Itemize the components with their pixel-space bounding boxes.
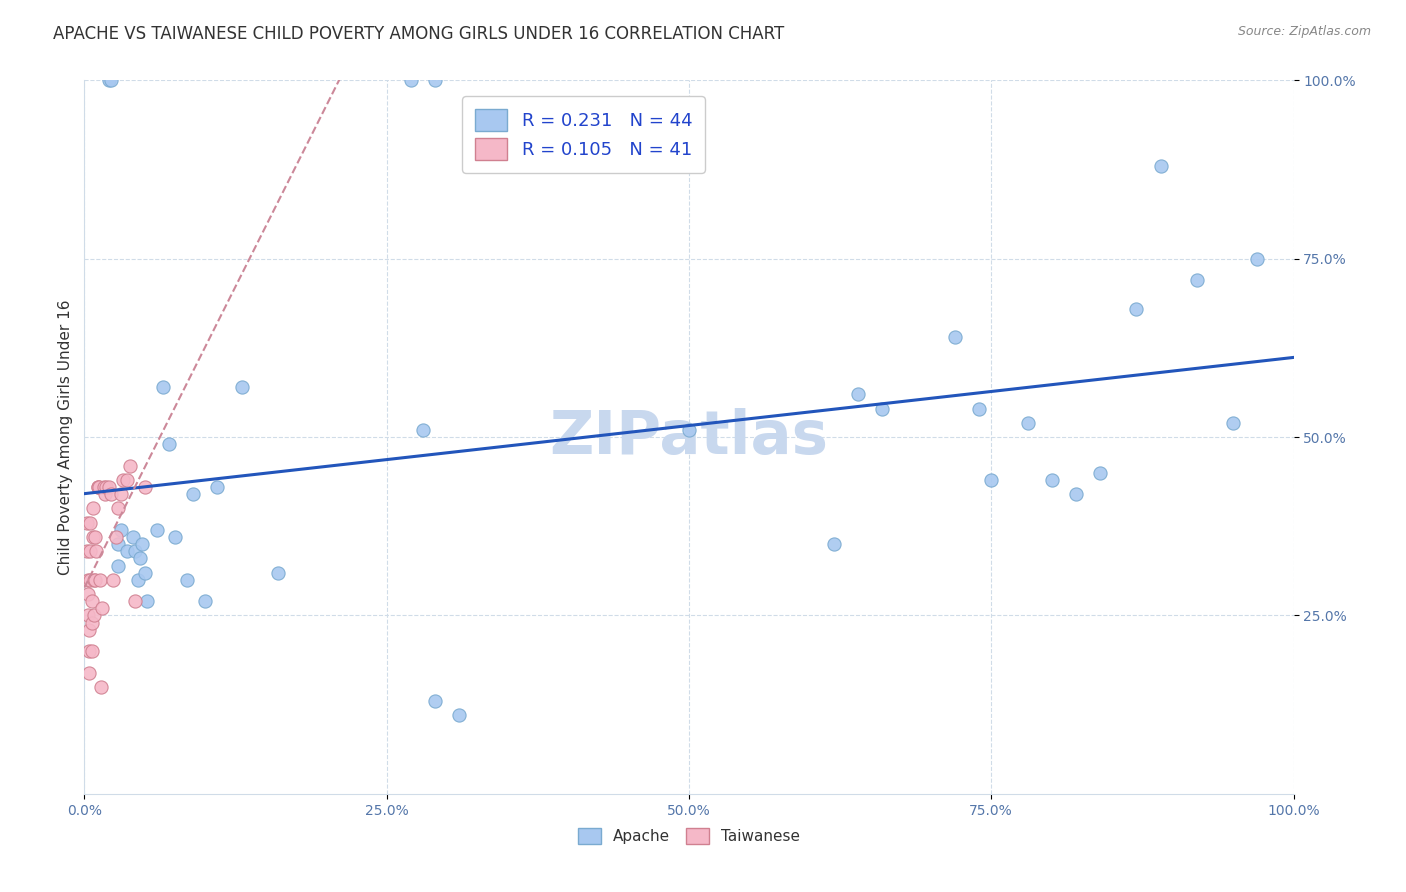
Point — [207, 480, 229, 494]
Point — [129, 551, 152, 566]
Point — [176, 573, 198, 587]
Point — [77, 644, 100, 658]
Point — [84, 530, 107, 544]
Point — [86, 544, 108, 558]
Point — [412, 423, 434, 437]
Point — [86, 480, 108, 494]
Point — [157, 437, 180, 451]
Point — [121, 530, 143, 544]
Point — [146, 523, 169, 537]
Point — [231, 380, 253, 394]
Point — [131, 537, 153, 551]
Point — [1040, 473, 1063, 487]
Point — [1125, 301, 1147, 316]
Point — [134, 480, 156, 494]
Point — [152, 380, 174, 394]
Point — [94, 487, 117, 501]
Point — [967, 401, 990, 416]
Point — [77, 665, 100, 680]
Point — [120, 458, 142, 473]
Point — [100, 487, 122, 501]
Point — [97, 73, 120, 87]
Point — [112, 473, 135, 487]
Point — [1017, 416, 1039, 430]
Point — [83, 573, 105, 587]
Point — [1149, 159, 1171, 173]
Point — [1088, 466, 1111, 480]
Point — [77, 623, 100, 637]
Point — [423, 694, 446, 708]
Y-axis label: Child Poverty Among Girls Under 16: Child Poverty Among Girls Under 16 — [58, 300, 73, 574]
Point — [80, 615, 103, 630]
Point — [79, 516, 101, 530]
Point — [1185, 273, 1208, 287]
Point — [80, 644, 103, 658]
Point — [110, 487, 132, 501]
Point — [110, 523, 132, 537]
Point — [76, 516, 98, 530]
Point — [872, 401, 894, 416]
Point — [100, 73, 122, 87]
Point — [194, 594, 217, 608]
Point — [107, 501, 129, 516]
Point — [399, 73, 422, 87]
Point — [76, 544, 98, 558]
Text: ZIPatlas: ZIPatlas — [550, 408, 828, 467]
Point — [115, 473, 138, 487]
Point — [423, 73, 446, 87]
Point — [846, 387, 869, 401]
Point — [77, 608, 100, 623]
Legend: Apache, Taiwanese: Apache, Taiwanese — [572, 822, 806, 850]
Point — [104, 530, 127, 544]
Point — [91, 601, 114, 615]
Point — [94, 480, 117, 494]
Point — [82, 530, 104, 544]
Point — [77, 573, 100, 587]
Point — [107, 558, 129, 573]
Point — [980, 473, 1002, 487]
Point — [84, 573, 107, 587]
Point — [1222, 416, 1244, 430]
Point — [1064, 487, 1087, 501]
Point — [127, 573, 149, 587]
Point — [82, 501, 104, 516]
Point — [449, 708, 471, 723]
Point — [181, 487, 204, 501]
Point — [115, 544, 138, 558]
Point — [165, 530, 187, 544]
Point — [267, 566, 290, 580]
Point — [678, 423, 700, 437]
Point — [93, 480, 115, 494]
Point — [107, 537, 129, 551]
Point — [83, 608, 105, 623]
Point — [80, 594, 103, 608]
Point — [77, 587, 100, 601]
Point — [823, 537, 845, 551]
Point — [89, 573, 111, 587]
Point — [79, 573, 101, 587]
Point — [103, 573, 125, 587]
Point — [79, 544, 101, 558]
Point — [134, 566, 156, 580]
Point — [1246, 252, 1268, 266]
Point — [87, 480, 110, 494]
Point — [124, 594, 146, 608]
Point — [124, 544, 146, 558]
Text: APACHE VS TAIWANESE CHILD POVERTY AMONG GIRLS UNDER 16 CORRELATION CHART: APACHE VS TAIWANESE CHILD POVERTY AMONG … — [53, 25, 785, 43]
Text: Source: ZipAtlas.com: Source: ZipAtlas.com — [1237, 25, 1371, 38]
Point — [943, 330, 966, 344]
Point — [97, 480, 120, 494]
Point — [90, 680, 112, 694]
Point — [86, 480, 108, 494]
Point — [136, 594, 159, 608]
